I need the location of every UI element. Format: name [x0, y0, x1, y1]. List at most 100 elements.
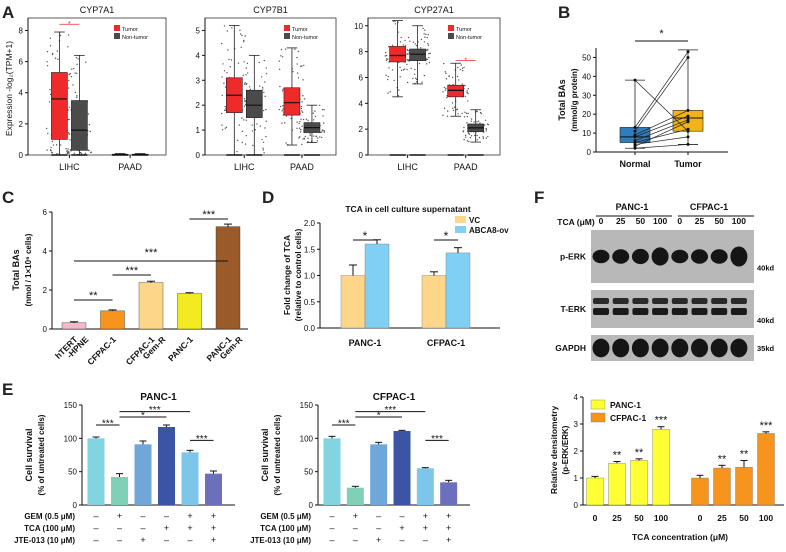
panel-d-tick-label: 0.5	[304, 298, 316, 307]
panel-a1-jitter-point	[60, 144, 62, 146]
panel-a1-legend-nontumor: Non-tumor	[122, 35, 148, 41]
panel-a3-jitter-point	[422, 27, 424, 30]
panel-a1-jitter-point	[46, 50, 49, 53]
panel-b-tick-label: 0	[587, 148, 592, 157]
panel-a2-jitter-point	[226, 30, 229, 32]
panel-a2-category-label: LIHC	[234, 162, 255, 172]
panel-a2-legend-tumor: Tumor	[292, 27, 308, 33]
panel-d-title: TCA in cell culture supernatant	[345, 204, 470, 214]
panel-a2-jitter-point	[244, 81, 246, 84]
panel-e1-treatment-label: JTE-013 (10 μM)	[14, 536, 75, 545]
panel-e2-treatment-mark: +	[399, 523, 404, 533]
panel-f-lane-label: 100	[732, 216, 746, 226]
panel-a1-jitter-point	[85, 61, 87, 63]
panel-f-band	[612, 338, 630, 358]
panel-a2-jitter-point	[296, 63, 298, 65]
panel-d-tick-label: 1.0	[304, 272, 316, 281]
panel-a3-jitter-point	[448, 75, 450, 77]
panel-c-bar	[138, 282, 164, 330]
panel-a3-jitter-point	[424, 36, 426, 38]
panel-e1-treatment-label: GEM (0.5 μM)	[24, 512, 75, 521]
panel-a2-jitter-point	[240, 46, 242, 48]
panel-f2-xlabel: TCA concentration (μM)	[632, 532, 728, 542]
panel-f-lane-label: 50	[714, 216, 724, 226]
panel-a1-tick-label: 0	[19, 151, 24, 160]
panel-a3-jitter-point	[384, 55, 386, 57]
panel-a2-jitter-point	[300, 107, 303, 110]
panel-b-tick-label: 50	[582, 53, 591, 62]
panel-a3-jitter-point	[468, 133, 471, 135]
panel-c-bar	[177, 293, 202, 330]
panel-a3-jitter-point	[485, 130, 487, 132]
panel-a3-jitter-point	[464, 111, 466, 113]
panel-a1-jitter-point	[66, 152, 69, 155]
panel-a2-jitter-point	[243, 39, 245, 42]
panel-f-band	[711, 308, 728, 315]
panel-a3-jitter-point	[486, 123, 489, 125]
panel-a3-jitter-point	[479, 111, 482, 114]
panel-a3-jitter-point	[443, 86, 446, 89]
panel-f-band	[671, 308, 688, 315]
panel-a2-legend-swatch-tumor	[284, 25, 290, 31]
panel-a1-tick-label: 8	[19, 26, 24, 35]
panel-f2-category-label: 50	[739, 513, 749, 523]
panel-a2-jitter-point	[296, 121, 298, 123]
panel-a2-jitter-point	[221, 124, 223, 126]
panel-b-pair-line	[634, 79, 689, 132]
panel-c-tick-label: 0	[43, 325, 48, 334]
panel-a3-jitter-point	[389, 91, 391, 93]
panel-f-row-label: p-ERK	[560, 252, 587, 262]
panel-a2-jitter-point	[265, 120, 267, 122]
panel-f2-category-label: 0	[593, 513, 598, 523]
panel-e1-treatment-mark: +	[140, 535, 145, 545]
panel-a2-jitter-point	[320, 136, 323, 139]
panel-a3-jitter-point	[444, 71, 446, 73]
panel-a2-jitter-point	[321, 129, 324, 131]
panel-b-point	[686, 120, 690, 124]
panel-a2-jitter-point	[243, 61, 245, 63]
panel-d-legend-label: VC	[469, 216, 480, 225]
panel-f-lane-label: 25	[695, 216, 705, 226]
panel-a3-jitter-point	[484, 119, 487, 121]
panel-e1-treatment-mark: –	[93, 535, 98, 545]
panel-a1-jitter-point	[66, 150, 68, 153]
panel-a2-jitter-point	[241, 117, 243, 119]
panel-e1-title: PANC-1	[140, 392, 177, 403]
panel-e1-treatment-mark: –	[93, 523, 98, 533]
panel-e2-treatment-mark: –	[353, 523, 358, 533]
panel-a2-jitter-point	[258, 61, 260, 64]
panel-b-ylabel: Total BAs	[557, 79, 567, 120]
panel-a2-jitter-point	[264, 127, 266, 129]
panel-a3-jitter-point	[407, 36, 410, 39]
panel-a3-jitter-point	[485, 137, 488, 139]
panel-b-point	[686, 55, 690, 59]
panel-b-point	[633, 125, 637, 129]
panel-a1-jitter-point	[67, 132, 70, 134]
panel-a3-jitter-point	[477, 120, 480, 122]
panel-f-band	[631, 338, 649, 358]
panel-a2-jitter-point	[315, 135, 318, 137]
panel-a2-jitter-point	[314, 115, 317, 118]
panel-a3-jitter-point	[464, 134, 467, 137]
panel-a3-jitter-point	[418, 62, 421, 65]
panel-f-marker-label: 40kd	[757, 316, 775, 325]
panel-c-sig-label: **	[89, 290, 98, 302]
panel-a1-jitter-point	[84, 152, 87, 155]
panel-a2-jitter-point	[320, 131, 323, 133]
panel-a3-jitter-point	[387, 75, 389, 78]
panel-e2-bar	[440, 482, 458, 505]
panel-b-category-label: Tumor	[674, 159, 702, 169]
panel-a2-jitter-point	[256, 123, 258, 125]
panel-a3-jitter-point	[428, 52, 430, 55]
panel-a3-jitter-point	[404, 61, 406, 63]
panel-a2-jitter-point	[299, 120, 301, 123]
panel-a2-tick-label: 4	[196, 51, 201, 60]
panel-e2-sig-label: *	[377, 411, 381, 422]
panel-e2-treatment-mark: –	[329, 511, 334, 521]
panel-f2-sig-label: **	[635, 447, 644, 459]
panel-a2-jitter-point	[242, 74, 244, 76]
panel-a1-jitter-point	[51, 53, 54, 56]
panel-letter-a: A	[2, 3, 14, 22]
panel-a3-jitter-point	[423, 74, 426, 77]
panel-f-lane-label: 0	[677, 216, 682, 226]
